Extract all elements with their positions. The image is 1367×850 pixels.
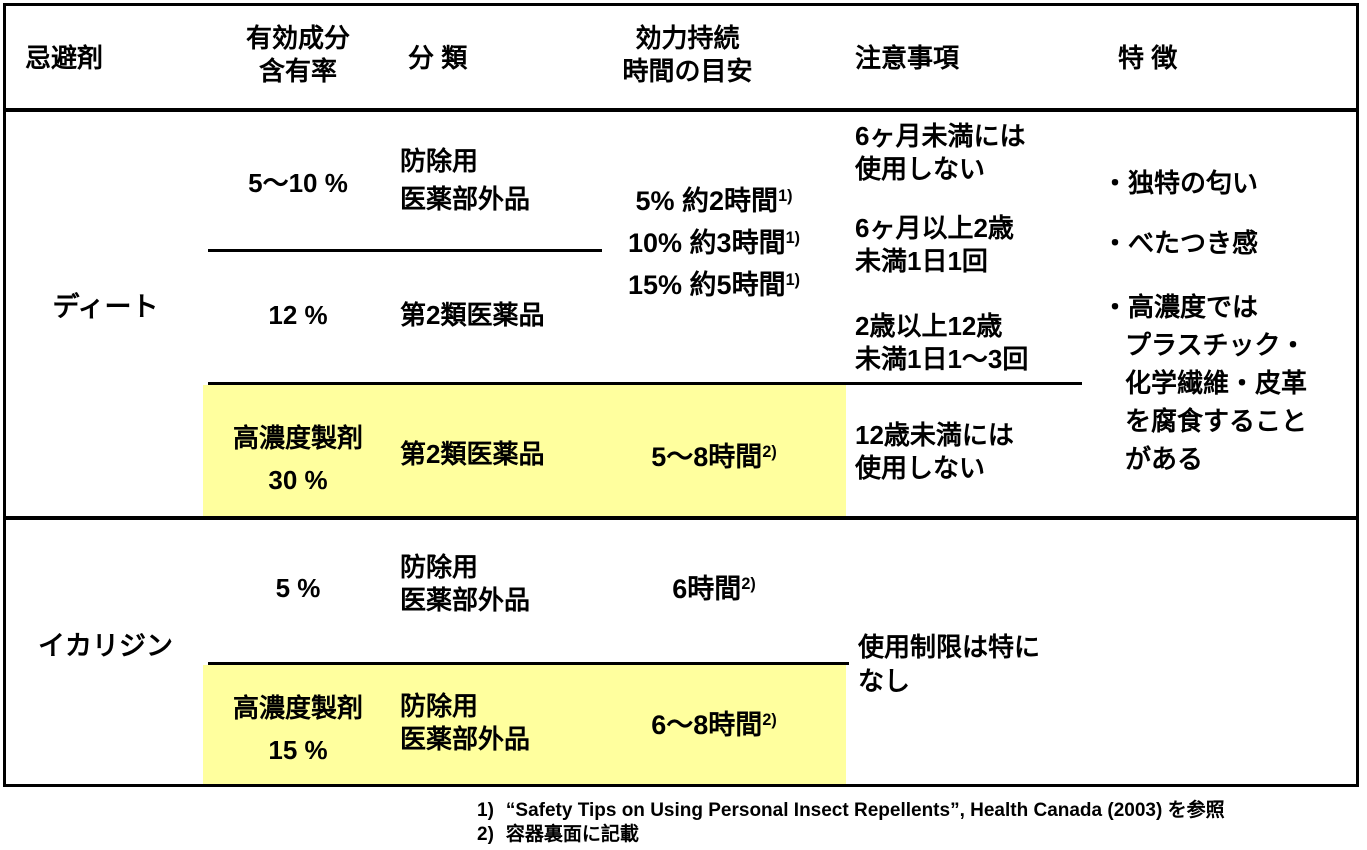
col-header-duration-line1: 効力持続 <box>635 23 740 53</box>
deet-row2-concentration: 12 % <box>268 300 328 330</box>
section-divider-rule <box>3 516 1359 520</box>
table-outer-border <box>3 3 1359 787</box>
col-header-duration-line2: 時間の目安 <box>622 56 753 86</box>
deet-row1-classification-line2: 医薬部外品 <box>400 184 531 214</box>
footnote-1-text: “Safety Tips on Using Personal Insect Re… <box>505 800 1225 821</box>
deet-row3-classification: 第2類医薬品 <box>400 439 545 469</box>
icaridin-precaution: 使用制限は特に なし <box>858 632 1041 696</box>
deet-precaution-under-6months: 6ヶ月未満には 使用しない <box>855 121 1026 184</box>
footnote-2-text: 容器裏面に記載 <box>505 824 639 845</box>
icaridin-row2-duration: 6〜8時間2) <box>651 710 777 740</box>
highlight-deet-high-concentration-row <box>203 385 846 516</box>
deet-precaution-2-to-12years: 2歳以上12歳 未満1日1〜3回 <box>855 311 1029 374</box>
deet-feature-sticky: ・べたつき感 <box>1102 228 1259 258</box>
deet-row1-concentration: 5〜10 % <box>248 168 348 198</box>
deet-duration-line-5pct: 5% 約2時間1) <box>635 186 793 216</box>
col-header-precautions: 注意事項 <box>855 43 960 73</box>
deet-precaution-6months-to-2years: 6ヶ月以上2歳 未満1日1回 <box>855 213 1014 276</box>
deet-feature-corrosion: ・高濃度では プラスチック・ 化学繊維・皮革 を腐食すること がある <box>1102 292 1308 474</box>
col-header-duration: 効力持続 時間の目安 <box>595 22 780 88</box>
footnote-2-marker: 2) <box>477 824 494 845</box>
footnote-1-marker: 1) <box>477 800 494 821</box>
icaridin-row2-classification: 防除用 医薬部外品 <box>400 691 531 754</box>
header-bottom-rule <box>3 108 1359 112</box>
footnote-2: 2) 容器裏面に記載 <box>477 823 639 846</box>
deet-row3-duration: 5〜8時間2) <box>651 442 777 472</box>
icaridin-row1-classification: 防除用 医薬部外品 <box>400 552 531 615</box>
deet-duration-line-10pct: 10% 約3時間1) <box>628 228 800 258</box>
deet-row3-concentration-line2: 30 % <box>268 465 328 495</box>
deet-row-label: ディート <box>52 292 159 322</box>
deet-feature-odor: ・独特の匂い <box>1102 168 1259 198</box>
col-header-classification: 分 類 <box>408 43 468 73</box>
icaridin-row1-concentration: 5 % <box>275 573 321 603</box>
icaridin-row2-concentration: 高濃度製剤 15 % <box>232 693 363 765</box>
deet-row2-classification: 第2類医薬品 <box>400 300 545 330</box>
col-header-active-ingredient-line1: 有効成分 <box>245 23 350 53</box>
deet-row3-concentration-line1: 高濃度製剤 <box>232 423 363 453</box>
footnote-marker-1: 1) <box>785 229 800 248</box>
col-header-features: 特 徴 <box>1118 43 1178 73</box>
footnote-marker-2: 2) <box>741 575 756 594</box>
col-header-active-ingredient-line2: 含有率 <box>258 56 337 86</box>
col-header-repellent: 忌避剤 <box>25 43 104 73</box>
icaridin-row1-duration: 6時間2) <box>672 574 756 604</box>
deet-subrow-rule-2 <box>208 382 1082 385</box>
footnote-marker-2: 2) <box>762 443 777 462</box>
col-header-active-ingredient: 有効成分 含有率 <box>203 22 393 88</box>
deet-duration-guideline: 5% 約2時間1) 10% 約3時間1) 15% 約5時間1) <box>608 182 820 308</box>
deet-row1-classification: 防除用 医薬部外品 <box>400 142 530 218</box>
icaridin-subrow-rule <box>208 662 849 665</box>
footnote-1: 1) “Safety Tips on Using Personal Insect… <box>477 799 1225 822</box>
deet-precaution-under-12years: 12歳未満には 使用しない <box>855 420 1014 483</box>
footnote-marker-2: 2) <box>762 711 777 730</box>
deet-duration-line-15pct: 15% 約5時間1) <box>628 270 800 300</box>
highlight-icaridin-high-concentration-row <box>203 665 846 786</box>
deet-subrow-rule-1 <box>208 249 602 252</box>
footnote-marker-1: 1) <box>785 271 800 290</box>
footnote-marker-1: 1) <box>778 187 793 206</box>
deet-row3-concentration: 高濃度製剤 30 % <box>203 417 393 501</box>
icaridin-row-label: イカリジン <box>38 631 173 661</box>
deet-row1-classification-line1: 防除用 <box>400 146 479 176</box>
